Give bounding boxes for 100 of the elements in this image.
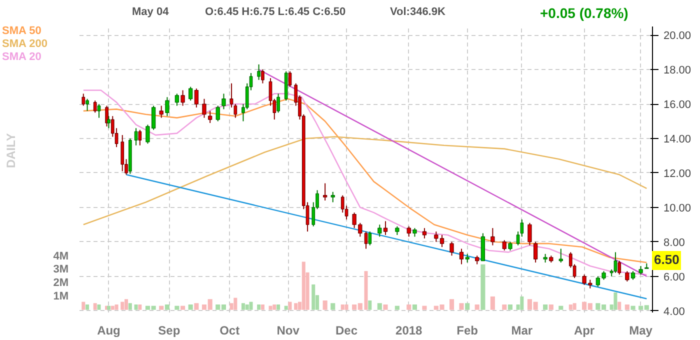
x-tick-label: Mar xyxy=(511,324,533,338)
bar xyxy=(241,303,245,310)
candlestick xyxy=(625,270,630,282)
x-tick-label: Aug xyxy=(97,324,120,338)
candlestick xyxy=(202,98,206,118)
bar xyxy=(120,302,124,310)
bar xyxy=(412,304,418,310)
bar xyxy=(572,303,576,310)
candlestick xyxy=(208,110,212,124)
candlestick xyxy=(107,116,110,129)
y2-tick-label: 4M xyxy=(53,250,68,262)
bar xyxy=(624,304,630,310)
bar xyxy=(558,306,564,310)
bar xyxy=(257,304,261,310)
candlestick xyxy=(323,182,328,202)
bar xyxy=(502,304,507,310)
candlestick xyxy=(596,276,600,288)
bar xyxy=(459,303,464,310)
candlestick xyxy=(261,69,264,84)
bar xyxy=(288,302,292,310)
bar xyxy=(449,299,454,310)
bar xyxy=(344,304,348,310)
bar xyxy=(543,304,548,310)
text: SMA 20 xyxy=(2,50,42,65)
bar xyxy=(406,304,412,310)
line-series xyxy=(82,136,648,226)
bar xyxy=(159,306,164,310)
candlestick xyxy=(120,134,124,172)
candlestick xyxy=(165,96,170,117)
bar xyxy=(194,303,199,310)
candlestick xyxy=(364,231,368,250)
bar xyxy=(368,300,372,310)
candlestick xyxy=(93,100,97,114)
bar xyxy=(302,262,306,310)
candlestick xyxy=(459,248,464,265)
candlestick xyxy=(257,64,260,80)
candlestick xyxy=(82,93,86,106)
x-tick-label: Apr xyxy=(574,324,595,338)
candlestick xyxy=(490,228,495,246)
x-tick-label: Dec xyxy=(336,324,358,338)
candlestick xyxy=(528,222,532,246)
candlestick xyxy=(450,241,454,256)
bar xyxy=(188,304,193,310)
y-tick-label: 4.00 xyxy=(664,306,685,318)
x-tick-label: 2018 xyxy=(396,324,423,338)
candlestick xyxy=(138,129,142,146)
bar xyxy=(260,304,264,310)
y2-tick-label: 3M xyxy=(53,264,68,276)
candlestick xyxy=(378,224,382,238)
bar xyxy=(480,264,486,310)
candlestick xyxy=(330,191,335,203)
bar xyxy=(86,304,90,310)
candlestick xyxy=(159,105,164,118)
bar xyxy=(164,304,170,310)
bar xyxy=(294,303,298,310)
candlestick xyxy=(502,240,506,251)
text: SMA 200 xyxy=(2,37,48,52)
x-tick-label: Sep xyxy=(158,324,180,338)
bar xyxy=(97,304,101,310)
bar xyxy=(245,304,249,310)
y-tick-label: 10.00 xyxy=(664,202,692,214)
candlestick xyxy=(368,231,372,246)
bar xyxy=(383,304,388,310)
bar xyxy=(138,304,142,310)
bar xyxy=(110,306,114,310)
bar xyxy=(124,299,128,310)
candlestick xyxy=(216,105,220,122)
bar xyxy=(234,298,238,310)
y-tick-label: 18.00 xyxy=(664,64,692,77)
y-tick-label: 6.00 xyxy=(664,271,685,284)
bar xyxy=(330,303,336,310)
bar xyxy=(548,304,554,310)
text: Vol:346.9K xyxy=(390,5,446,20)
y-tick-label: 20.00 xyxy=(664,30,692,42)
bar xyxy=(276,304,280,310)
bar xyxy=(272,304,276,310)
candlestick xyxy=(383,220,388,236)
bar xyxy=(465,303,470,310)
candlestick xyxy=(194,88,199,108)
y-tick-label: 16.00 xyxy=(664,99,692,112)
bar xyxy=(490,296,495,310)
bar xyxy=(422,306,427,310)
candlestick xyxy=(614,252,618,274)
candlestick xyxy=(86,98,89,112)
bar xyxy=(134,304,138,310)
bar xyxy=(180,306,186,310)
candlestick xyxy=(406,226,411,238)
bar xyxy=(268,306,272,310)
text: O:6.45 H:6.75 L:6.45 C:6.50 xyxy=(205,5,346,20)
candlestick xyxy=(180,90,185,106)
x-tick-label: Feb xyxy=(456,324,478,338)
y2-tick-label: 2M xyxy=(53,277,68,290)
y-tick-label: 12.00 xyxy=(664,168,692,180)
bar xyxy=(377,303,382,310)
text: +0.05 (0.78%) xyxy=(540,4,628,23)
candlestick xyxy=(422,228,427,239)
bar xyxy=(93,303,97,310)
bar xyxy=(520,296,524,310)
bar xyxy=(82,302,86,310)
bar xyxy=(630,306,636,310)
